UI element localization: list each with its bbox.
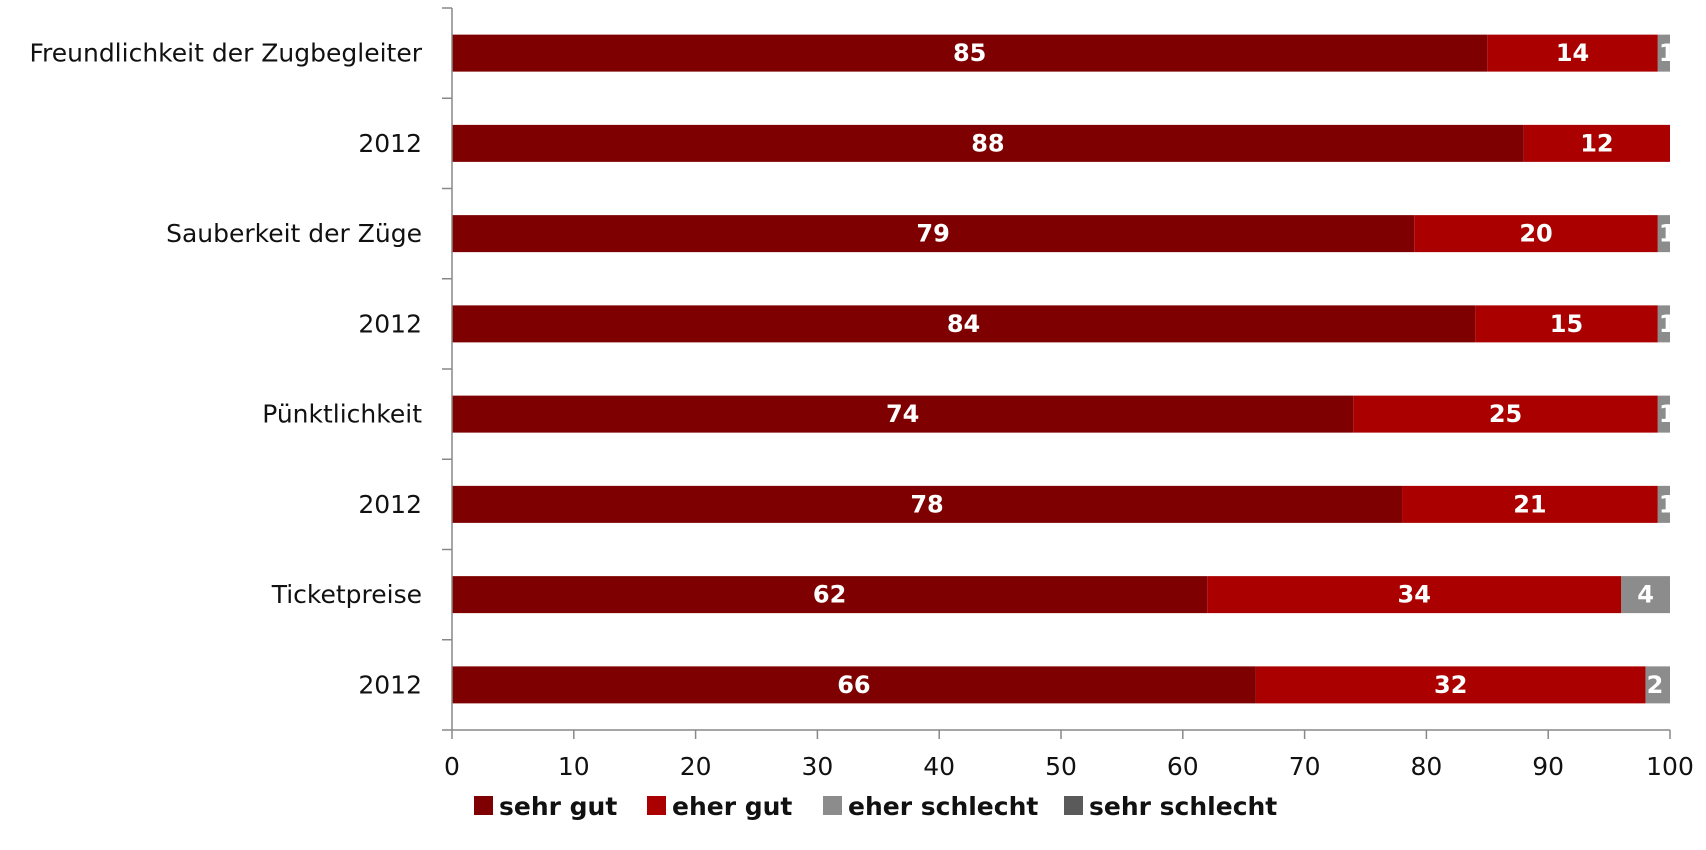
legend-swatch [474, 796, 493, 815]
x-tick-label: 70 [1289, 752, 1321, 781]
bars-layer [452, 34, 1670, 704]
data-label: 25 [1489, 400, 1522, 428]
category-label: 2012 [358, 309, 422, 338]
x-tick-label: 30 [801, 752, 833, 781]
bar-segment-eher-schlecht-7 [1645, 666, 1670, 704]
bar-segment-eher-gut-4 [1353, 395, 1658, 433]
bar-segment-eher-gut-7 [1255, 666, 1646, 704]
data-label: 1 [1659, 39, 1676, 67]
bar-segment-eher-schlecht-6 [1621, 576, 1670, 614]
category-label: Freundlichkeit der Zugbegleiter [29, 39, 422, 68]
x-tick-label: 80 [1410, 752, 1442, 781]
bar-segment-eher-gut-0 [1487, 34, 1658, 72]
data-label: 85 [953, 39, 986, 67]
x-tick-label: 10 [558, 752, 590, 781]
data-label: 34 [1398, 581, 1431, 609]
bar-segment-sehr-gut-7 [452, 666, 1256, 704]
bar-segment-sehr-gut-5 [452, 485, 1403, 523]
legend-swatch [823, 796, 842, 815]
bar-segment-eher-schlecht-4 [1657, 395, 1670, 433]
bar-segment-eher-schlecht-3 [1657, 305, 1670, 343]
bar-segment-eher-gut-6 [1207, 576, 1622, 614]
data-label: 78 [910, 490, 943, 518]
x-tick-label: 90 [1532, 752, 1564, 781]
legend: sehr gut eher gut eher schlecht sehr schlec… [474, 792, 1277, 821]
data-label: 84 [947, 310, 980, 338]
x-tick-label: 100 [1646, 752, 1694, 781]
data-label: 1 [1659, 490, 1676, 518]
bar-segment-eher-schlecht-2 [1657, 215, 1670, 253]
category-label: Sauberkeit der Züge [166, 219, 422, 248]
data-label: 32 [1434, 671, 1467, 699]
x-tick-label: 60 [1167, 752, 1199, 781]
legend-label: eher gut [672, 792, 792, 821]
data-label: 15 [1550, 310, 1583, 338]
data-label: 1 [1659, 400, 1676, 428]
bar-segment-sehr-gut-2 [452, 215, 1415, 253]
bar-segment-eher-gut-5 [1402, 485, 1658, 523]
bar-segment-sehr-gut-6 [452, 576, 1208, 614]
bar-segment-sehr-gut-3 [452, 305, 1476, 343]
data-label: 1 [1659, 220, 1676, 248]
x-tick-label: 0 [444, 752, 460, 781]
bar-segment-sehr-gut-1 [452, 124, 1524, 162]
legend-swatch [1064, 796, 1083, 815]
category-label: 2012 [358, 129, 422, 158]
data-label: 74 [886, 400, 919, 428]
bar-segment-eher-gut-2 [1414, 215, 1658, 253]
data-label: 12 [1580, 129, 1613, 157]
legend-label: eher schlecht [848, 792, 1038, 821]
bar-labels-layer: 85 14 1 88 12 0 79 20 1 84 15 1 74 25 1 78 21 1 62 34 4 66 32 2 [813, 39, 1688, 699]
bar-segment-sehr-gut-4 [452, 395, 1354, 433]
x-tick-label: 20 [680, 752, 712, 781]
legend-label: sehr schlecht [1089, 792, 1277, 821]
data-label: 79 [916, 220, 949, 248]
bar-segment-eher-schlecht-5 [1657, 485, 1670, 523]
legend-label: sehr gut [499, 792, 617, 821]
bar-segment-eher-gut-3 [1475, 305, 1658, 343]
data-label: 4 [1637, 581, 1654, 609]
data-label: 14 [1556, 39, 1589, 67]
x-tick-label: 40 [923, 752, 955, 781]
category-label: Pünktlichkeit [262, 400, 422, 429]
data-label: 66 [837, 671, 870, 699]
data-label: 2 [1647, 671, 1664, 699]
axes-layer: Freundlichkeit der Zugbegleiter2012Saube… [29, 7, 1694, 781]
x-tick-label: 50 [1045, 752, 1077, 781]
data-label: 88 [971, 129, 1004, 157]
data-label: 0 [1671, 129, 1688, 157]
category-label: 2012 [358, 670, 422, 699]
data-label: 1 [1659, 310, 1676, 338]
data-label: 21 [1513, 490, 1546, 518]
data-label: 62 [813, 581, 846, 609]
legend-swatch [647, 796, 666, 815]
category-label: Ticketpreise [271, 580, 422, 609]
category-label: 2012 [358, 490, 422, 519]
bar-segment-sehr-gut-0 [452, 34, 1488, 72]
bar-segment-eher-gut-1 [1523, 124, 1670, 162]
data-label: 20 [1519, 220, 1552, 248]
bar-segment-eher-schlecht-0 [1657, 34, 1670, 72]
